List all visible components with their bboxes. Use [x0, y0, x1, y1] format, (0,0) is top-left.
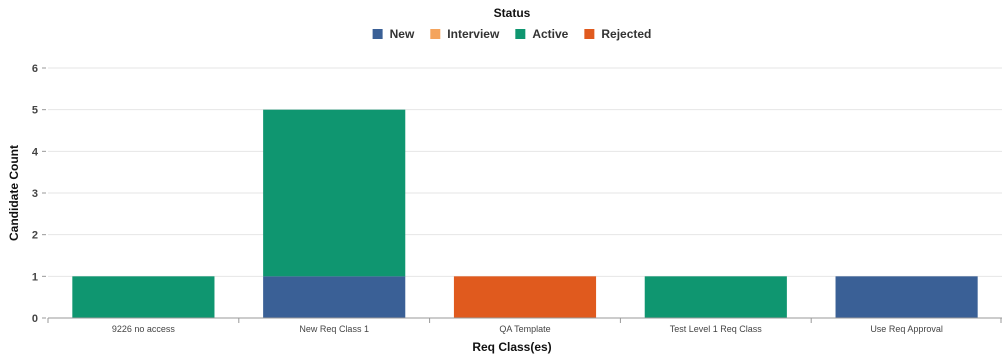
y-tick-label: 2	[32, 230, 38, 242]
legend-label: Active	[532, 27, 568, 41]
legend-title: Status	[494, 6, 531, 20]
x-tick-label: 9226 no access	[112, 324, 176, 334]
legend: New Interview Active Rejected	[372, 27, 651, 41]
bars	[72, 109, 978, 318]
y-tick-label: 0	[32, 313, 38, 325]
legend-swatch	[372, 29, 383, 39]
legend-item-rejected[interactable]: Rejected	[584, 27, 651, 41]
y-tick-label: 3	[32, 188, 38, 200]
x-tick-label: Test Level 1 Req Class	[670, 324, 763, 334]
legend-item-active[interactable]: Active	[515, 27, 569, 41]
x-tick-label: Use Req Approval	[870, 324, 943, 334]
bar-active-1[interactable]	[263, 109, 406, 277]
legend-item-new[interactable]: New	[372, 27, 415, 41]
y-tick-label: 6	[32, 63, 38, 75]
x-tick-label: QA Template	[499, 324, 550, 334]
bar-active-3[interactable]	[644, 276, 787, 318]
x-tick-label: New Req Class 1	[299, 324, 369, 334]
bar-rejected-2[interactable]	[453, 276, 597, 318]
legend-item-interview[interactable]: Interview	[430, 27, 500, 41]
y-tick-label: 4	[32, 146, 39, 158]
legend-swatch	[430, 29, 441, 39]
legend-label: New	[390, 27, 415, 41]
axes: 0 1 2 3 4 5 6 9226 no access New Req Class 1 QA T…	[32, 63, 1002, 334]
grid-lines	[48, 67, 1002, 277]
y-tick-label: 5	[32, 105, 38, 117]
y-axis-title: Candidate Count	[7, 145, 21, 241]
legend-label: Rejected	[601, 27, 651, 41]
legend-label: Interview	[447, 27, 500, 41]
legend-swatch	[584, 29, 595, 39]
legend-swatch	[515, 29, 526, 39]
x-axis-title: Req Class(es)	[472, 340, 551, 354]
bar-new-4[interactable]	[835, 276, 978, 318]
bar-new-1[interactable]	[263, 276, 406, 318]
y-tick-label: 1	[32, 271, 38, 283]
bar-active-0[interactable]	[72, 276, 215, 318]
